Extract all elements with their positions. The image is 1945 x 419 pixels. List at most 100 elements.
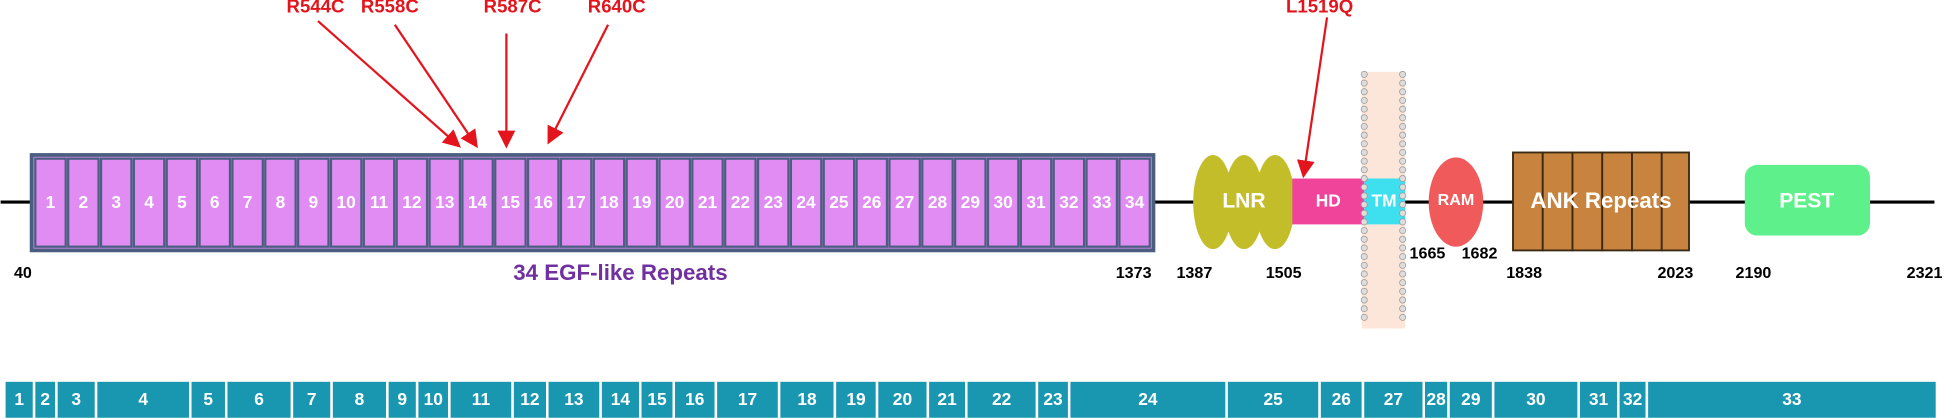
egf-repeat — [132, 157, 166, 248]
lipid-head — [1360, 209, 1368, 217]
arrows — [317, 17, 1329, 179]
exon — [1645, 379, 1939, 419]
exon — [1035, 379, 1071, 419]
egf-number: 17 — [566, 192, 585, 212]
egf-repeat — [1118, 157, 1151, 248]
lipid-head — [1360, 270, 1368, 278]
lipid-head — [1360, 313, 1368, 321]
egf-number: 32 — [1059, 192, 1078, 212]
egf-number: 18 — [599, 192, 619, 212]
egf-repeat — [526, 157, 560, 248]
lnr-label: LNR — [1222, 190, 1265, 213]
hd-label: HD — [1316, 191, 1341, 211]
lipid-head — [1399, 149, 1407, 156]
lipid-head — [1360, 105, 1368, 113]
egf-number: 20 — [665, 192, 684, 212]
lipid-head — [1399, 166, 1407, 174]
egf-repeat — [921, 157, 954, 248]
egf-number: 12 — [402, 192, 421, 212]
egf-number: 10 — [337, 192, 356, 212]
egf-repeat — [658, 157, 691, 248]
exon — [386, 379, 419, 419]
egf-repeat — [34, 157, 67, 248]
exon-number: 15 — [647, 389, 667, 409]
lipid-head — [1360, 279, 1368, 287]
lipid-head — [1399, 201, 1407, 209]
egf-repeat — [329, 157, 363, 248]
egf-repeat — [264, 157, 297, 248]
egf-repeat — [362, 157, 396, 248]
exon — [875, 379, 930, 419]
egf-number: 24 — [796, 192, 816, 212]
lnr — [1193, 154, 1295, 250]
ank-repeat — [1660, 151, 1690, 252]
egf-repeat — [231, 157, 264, 248]
egf-number: 29 — [961, 192, 980, 212]
exon-number: 11 — [472, 389, 491, 409]
exon-number: 27 — [1384, 389, 1403, 409]
egf-number: 1 — [46, 192, 56, 212]
egf-number: 23 — [764, 192, 784, 212]
egf-repeat — [1085, 157, 1119, 248]
egf-repeat — [494, 157, 527, 248]
exon — [1225, 379, 1321, 419]
mutation-label: R640C — [588, 0, 646, 16]
lipid-head — [1360, 149, 1368, 156]
exon — [55, 379, 98, 419]
lipid-head — [1360, 79, 1368, 87]
egf-number: 16 — [534, 192, 554, 212]
egf-number: 28 — [928, 192, 948, 212]
lipid-head — [1399, 227, 1407, 235]
egf-repeat — [592, 157, 626, 248]
exon-number: 3 — [71, 389, 81, 409]
egf-number: 2 — [79, 192, 89, 212]
egf-repeat — [559, 157, 593, 248]
egf-repeat — [756, 157, 790, 248]
lipid-head — [1399, 192, 1407, 200]
mutation-label: R558C — [361, 0, 419, 16]
exon-number: 32 — [1623, 389, 1642, 409]
egf-repeat — [67, 157, 100, 248]
egf-number: 3 — [111, 192, 121, 212]
exon-number: 18 — [797, 389, 817, 409]
egf-repeat — [1052, 157, 1086, 248]
egf-repeat — [461, 157, 494, 248]
mutation-label: R587C — [484, 0, 542, 16]
exon-number: 1 — [14, 389, 24, 409]
tm-box — [1364, 178, 1406, 225]
egf-repeat — [789, 157, 823, 248]
exon-number: 31 — [1589, 389, 1609, 409]
lipid-head — [1399, 157, 1407, 165]
position-label: 40 — [14, 264, 32, 282]
egf-repeat — [691, 157, 724, 248]
exon-number: 12 — [520, 389, 539, 409]
position-label: 2190 — [1736, 264, 1772, 282]
lipid-head — [1360, 175, 1368, 182]
position-label: 2023 — [1657, 264, 1693, 282]
lipid-head — [1399, 122, 1407, 130]
egf-number: 14 — [468, 192, 488, 212]
egf-number: 33 — [1092, 192, 1112, 212]
exon-number: 26 — [1332, 389, 1352, 409]
lipid-head — [1360, 227, 1368, 235]
exon-number: 4 — [138, 389, 148, 409]
exon-number: 7 — [307, 389, 317, 409]
egf-repeat — [888, 157, 921, 248]
exon-number: 17 — [738, 389, 757, 409]
egf-repeat — [165, 157, 199, 248]
egf-repeat — [986, 157, 1020, 248]
lipid-head — [1360, 235, 1368, 243]
egf-repeat — [99, 157, 133, 248]
position-label: 1682 — [1462, 244, 1498, 262]
exon — [833, 379, 879, 419]
exon — [714, 379, 781, 419]
lipid-head — [1360, 96, 1368, 104]
lipid-head — [1360, 131, 1368, 139]
egf-number: 6 — [210, 192, 220, 212]
exon-number: 25 — [1263, 389, 1283, 409]
egf-repeat — [855, 157, 889, 248]
lipid-head — [1399, 105, 1407, 113]
ank-repeat — [1512, 151, 1544, 252]
